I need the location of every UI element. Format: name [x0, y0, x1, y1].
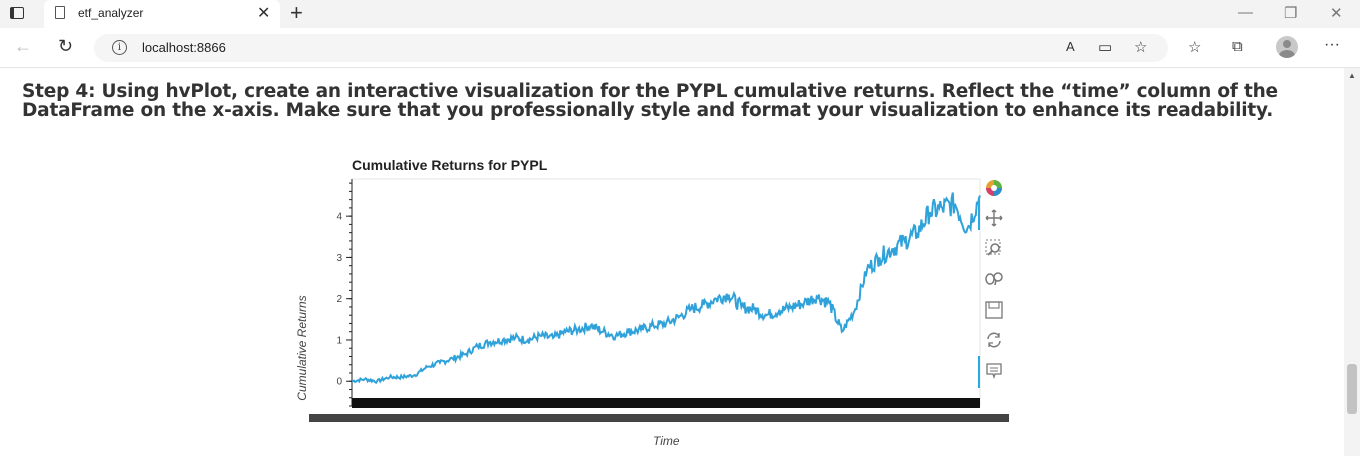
- url-field[interactable]: i localhost:8866 A ▭ ☆: [94, 34, 1168, 62]
- restore-icon[interactable]: ❐: [1284, 5, 1298, 22]
- window-menu-icon[interactable]: [10, 7, 24, 19]
- chart-horizontal-scrollbar[interactable]: [309, 414, 1009, 422]
- reset-icon[interactable]: [984, 330, 1004, 350]
- minimize-icon[interactable]: —: [1238, 4, 1253, 21]
- x-tick-labels-band: [352, 398, 980, 408]
- reader-view-icon[interactable]: ▭: [1098, 39, 1113, 56]
- x-axis-label: Time: [653, 434, 680, 448]
- wheel-zoom-icon[interactable]: [984, 268, 1004, 288]
- info-icon[interactable]: i: [112, 40, 127, 55]
- y-tick-label: 4: [336, 212, 342, 223]
- tab-title: etf_analyzer: [78, 6, 144, 20]
- address-bar: ← ↻ i localhost:8866 A ▭ ☆ ☆ ⧉ ···: [0, 28, 1360, 68]
- back-icon[interactable]: ←: [14, 36, 32, 56]
- profile-avatar[interactable]: [1276, 36, 1298, 58]
- bokeh-logo-icon[interactable]: [984, 178, 1004, 198]
- cumulative-returns-chart[interactable]: 0 1 2 3 4: [300, 176, 1020, 426]
- pan-tool-icon[interactable]: [984, 208, 1004, 228]
- url-text[interactable]: localhost:8866: [142, 40, 226, 55]
- page-scrollbar[interactable]: ▲: [1344, 68, 1360, 456]
- add-favorite-icon[interactable]: ☆: [1134, 39, 1148, 56]
- plot-area[interactable]: [351, 178, 981, 407]
- step-heading: Step 4: Using hvPlot, create an interact…: [22, 81, 1278, 121]
- y-tick-label: 3: [336, 253, 342, 264]
- more-options-icon[interactable]: ···: [1324, 36, 1340, 53]
- favorites-icon[interactable]: ☆: [1188, 39, 1202, 56]
- close-window-icon[interactable]: ✕: [1330, 5, 1343, 22]
- active-tool-indicator: [978, 356, 980, 388]
- save-icon[interactable]: [984, 300, 1004, 320]
- y-ticks: 0 1 2 3 4: [336, 182, 352, 407]
- new-tab-icon[interactable]: +: [290, 0, 303, 25]
- refresh-icon[interactable]: ↻: [58, 36, 74, 56]
- scrollbar-thumb[interactable]: [1347, 364, 1357, 414]
- box-zoom-icon[interactable]: [984, 238, 1004, 258]
- scroll-up-icon[interactable]: ▲: [1348, 71, 1356, 80]
- page-content: Step 4: Using hvPlot, create an interact…: [0, 68, 1344, 456]
- pypl-series-line: [351, 192, 981, 385]
- y-tick-label: 0: [336, 377, 342, 388]
- tab-bar: etf_analyzer ✕ + — ❐ ✕: [0, 0, 1360, 28]
- collections-icon[interactable]: ⧉: [1232, 38, 1243, 55]
- active-tool-indicator: [978, 198, 980, 230]
- y-tick-label: 1: [336, 335, 342, 346]
- browser-tab[interactable]: etf_analyzer ✕: [44, 0, 280, 28]
- close-tab-icon[interactable]: ✕: [257, 5, 271, 22]
- page-icon: [55, 6, 65, 19]
- hover-tool-icon[interactable]: [984, 361, 1004, 381]
- chart-title: Cumulative Returns for PYPL: [352, 157, 548, 173]
- y-tick-label: 2: [336, 294, 342, 305]
- read-aloud-icon[interactable]: A: [1066, 39, 1075, 54]
